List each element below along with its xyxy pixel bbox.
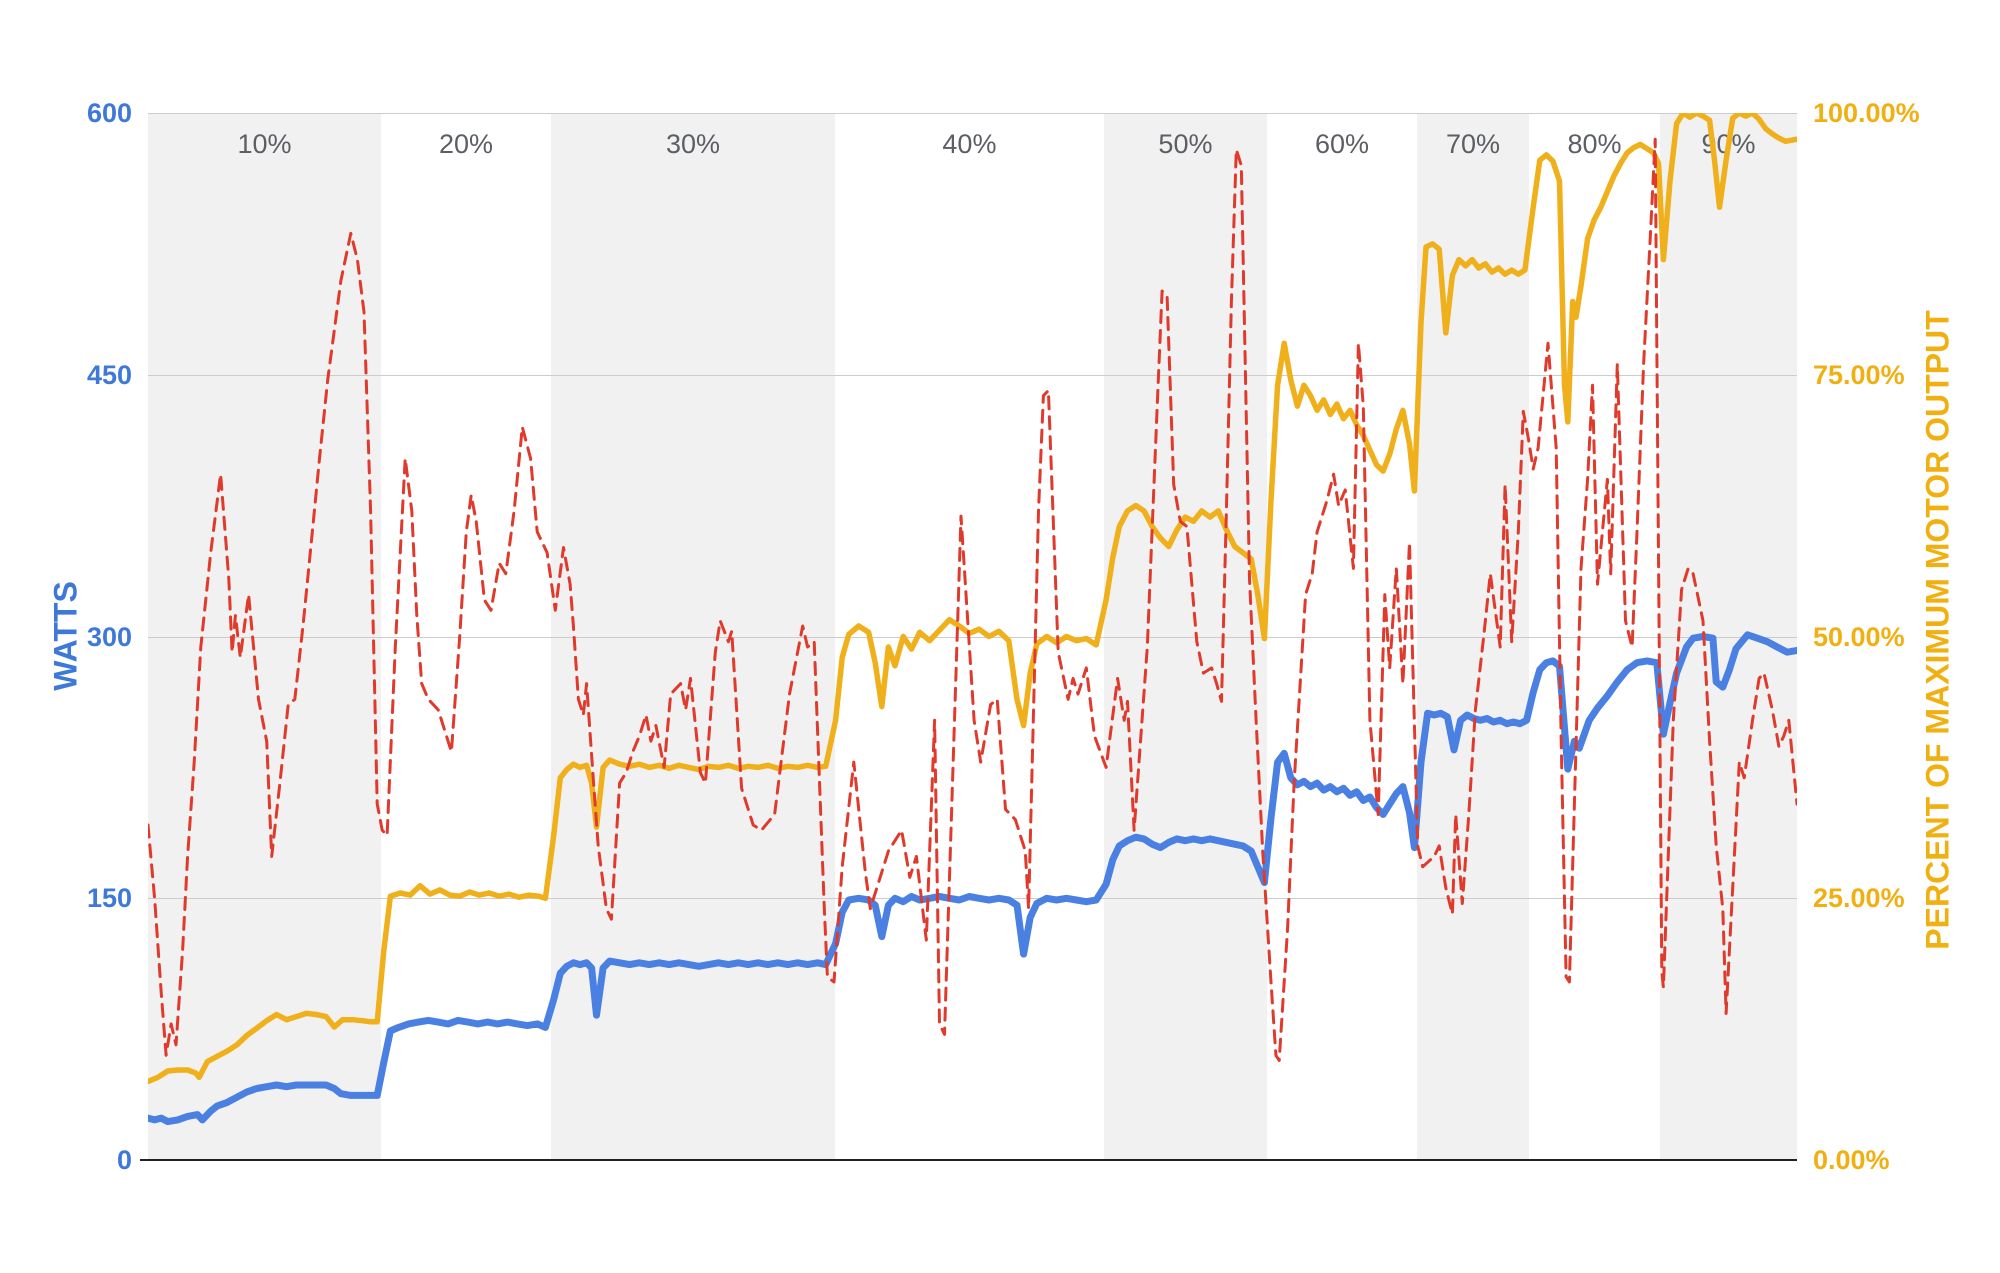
band-label-70%: 70%: [1446, 129, 1501, 159]
left-tick-0: 0: [116, 1145, 132, 1175]
series-watts: [148, 631, 1797, 1126]
series-percent-of-maximum-motor-output: [148, 113, 1797, 1085]
band-label-50%: 50%: [1158, 129, 1213, 159]
band-label-30%: 30%: [665, 129, 721, 159]
left-tick-150: 150: [86, 883, 132, 914]
left-tick-600: 600: [86, 98, 132, 128]
x-axis-line: [140, 1159, 1797, 1161]
series-lines: [148, 113, 1797, 1126]
right-axis-title: PERCENT OF MAXIMUM MOTOR OUTPUT: [1919, 310, 1956, 950]
gridline-450: [148, 374, 1797, 376]
right-tick-75.00%: 75.00%: [1813, 359, 1905, 390]
left-tick-300: 300: [86, 621, 132, 652]
series-unlabeled-red-dashed: [148, 137, 1797, 1062]
left-tick-450: 450: [86, 359, 132, 390]
gridline-600: [148, 113, 1797, 114]
band-label-60%: 60%: [1315, 129, 1370, 159]
gridline-300: [148, 636, 1797, 638]
right-tick-50.00%: 50.00%: [1813, 621, 1905, 652]
band-label-80%: 80%: [1567, 129, 1622, 159]
plot-area: 10% 20% 30% 40% 50% 60% 70% 80% 90%: [140, 113, 1797, 1161]
right-tick-0.00%: 0.00%: [1813, 1145, 1890, 1175]
right-tick-100.00%: 100.00%: [1813, 98, 1920, 128]
band-label-40%: 40%: [942, 129, 997, 159]
right-tick-25.00%: 25.00%: [1813, 883, 1905, 914]
band-label-10%: 10%: [237, 129, 292, 159]
band-label-20%: 20%: [438, 129, 494, 159]
